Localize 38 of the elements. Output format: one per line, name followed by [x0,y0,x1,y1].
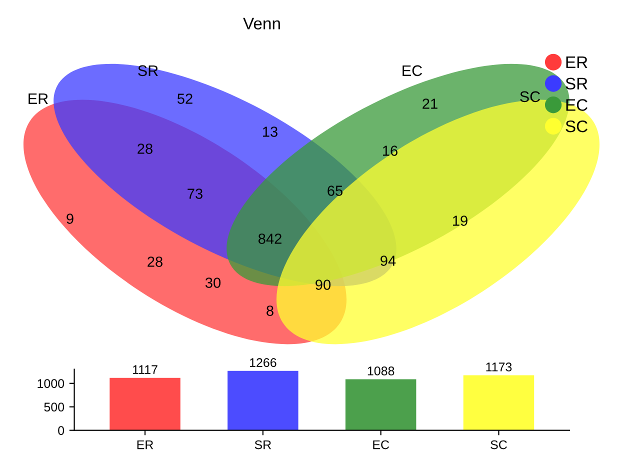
text: 13 [263,126,278,137]
text: Venn [243,18,280,30]
text: 30 [205,278,221,288]
x-tick-label: SR [254,440,272,450]
bar [345,379,416,430]
text: 52 [177,94,192,104]
text: 28 [138,144,152,154]
data-label: 1173 [486,362,512,372]
text: 65 [328,186,342,196]
data-label: 1088 [368,366,394,376]
text: 90 [316,280,331,290]
y-tick-label: 0 [58,426,64,435]
x-tick-label: SC [490,440,507,450]
text: SC [520,91,540,102]
text: 28 [148,256,162,267]
bar [228,370,298,430]
bar [463,375,534,430]
text: EC [402,65,422,76]
text: 94 [380,256,396,266]
y-tick-label: 1000 [38,379,64,388]
text: SR [138,65,158,76]
text: 842 [258,234,282,244]
legend-label: SC [566,120,588,132]
x-tick-label: EC [373,440,390,450]
text: 21 [422,98,438,109]
y-tick-label: 500 [44,402,64,412]
legend-label: ER [566,56,588,68]
x-tick-label: ER [137,440,154,450]
data-label: 1266 [250,358,276,368]
text: 8 [266,306,274,316]
bar [110,378,180,430]
text: 73 [188,188,202,199]
text: 9 [66,214,74,224]
text: 16 [383,146,398,156]
legend-label: SR [566,78,588,90]
text: ER [28,93,48,104]
text: 19 [453,216,468,226]
data-label: 1117 [132,365,158,374]
